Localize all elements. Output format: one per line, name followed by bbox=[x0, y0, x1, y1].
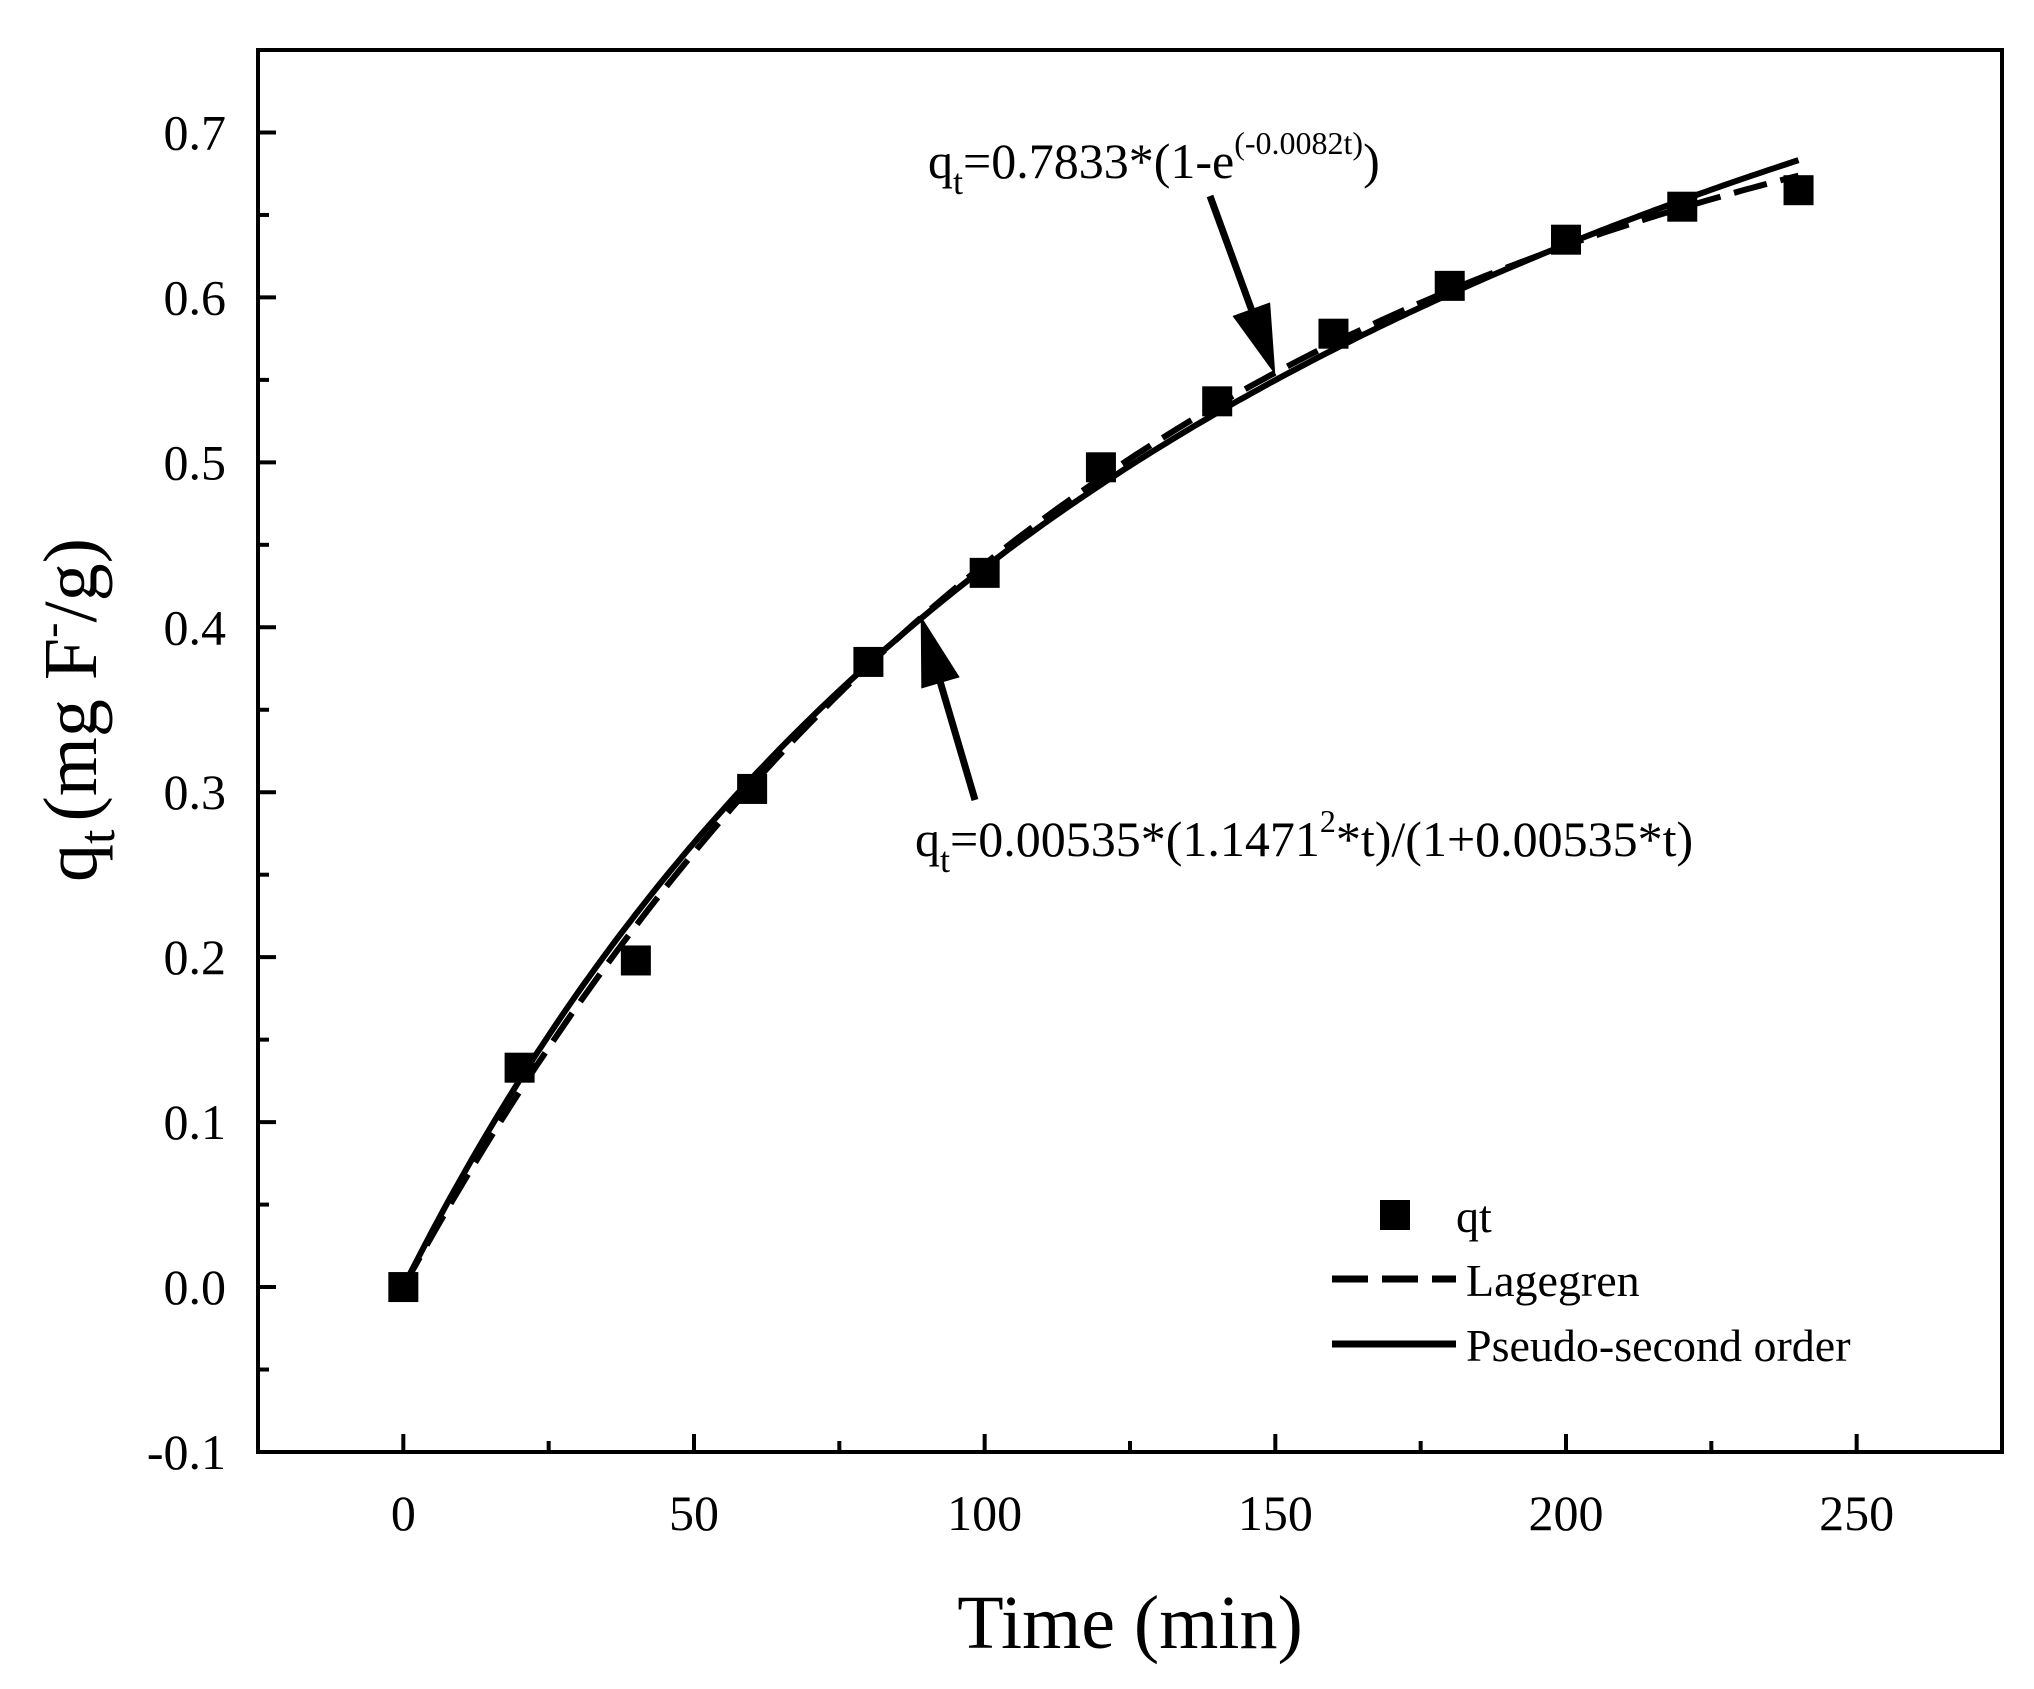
x-tick-label: 100 bbox=[947, 1485, 1022, 1541]
y-axis-title: qt (mg F-/g) bbox=[25, 538, 126, 882]
annotation-first-order-q: q bbox=[928, 133, 953, 189]
qt-data-points bbox=[388, 175, 1814, 1303]
y-axis-title-sup: - bbox=[25, 622, 76, 637]
legend: qt Lagegren Pseudo-second order bbox=[1332, 1191, 1851, 1371]
y-tick-label: 0.0 bbox=[164, 1259, 227, 1315]
y-axis-title-close: /g) bbox=[29, 538, 113, 622]
qt-data-point bbox=[1667, 191, 1698, 222]
x-tick-label: 250 bbox=[1819, 1485, 1894, 1541]
annotation-first-order-sup: (-0.0082t) bbox=[1234, 125, 1363, 161]
y-tick-label: 0.5 bbox=[164, 434, 227, 490]
annotation-second-order-q: q bbox=[915, 811, 940, 867]
qt-data-point bbox=[969, 557, 1000, 588]
x-tick-label: 200 bbox=[1529, 1485, 1604, 1541]
annotation-second-order-close: *t)/(1+0.00535*t) bbox=[1336, 811, 1693, 867]
qt-data-point bbox=[504, 1052, 535, 1083]
annotation-first-order-arrowhead bbox=[1232, 302, 1276, 375]
annotation-second-order-arrowhead bbox=[920, 615, 960, 689]
qt-data-point bbox=[1551, 224, 1581, 255]
y-axis-title-sub: t bbox=[69, 829, 126, 844]
x-tick-label: 150 bbox=[1238, 1485, 1313, 1541]
y-tick-label: -0.1 bbox=[147, 1424, 226, 1480]
legend-label-qt: qt bbox=[1456, 1191, 1492, 1242]
y-tick-label: 0.3 bbox=[164, 764, 227, 820]
x-tick-label: 50 bbox=[669, 1485, 719, 1541]
annotation-first-order-close: ) bbox=[1363, 133, 1380, 189]
qt-data-point bbox=[1783, 175, 1814, 206]
annotation-first-order-arrow bbox=[1206, 194, 1256, 315]
annotation-second-order: qt=0.00535*(1.14712*t)/(1+0.00535*t) bbox=[915, 803, 1693, 880]
qt-data-point bbox=[1434, 270, 1465, 301]
annotation-first-order: qt=0.7833*(1-e(-0.0082t)) bbox=[928, 125, 1380, 202]
qt-data-point bbox=[1085, 452, 1116, 483]
y-tick-label: 0.4 bbox=[164, 599, 227, 655]
y-tick-label: 0.2 bbox=[164, 929, 227, 985]
annotation-second-order-text: =0.00535*(1.1471 bbox=[950, 811, 1320, 867]
annotation-first-order-text: =0.7833*(1-e bbox=[963, 133, 1234, 189]
annotation-second-order-sub: t bbox=[940, 840, 950, 880]
annotation-first-order-sub: t bbox=[953, 162, 963, 202]
qt-data-point bbox=[1202, 386, 1233, 417]
x-tick-labels: 0 50 100 150 200 250 bbox=[391, 1485, 1894, 1541]
legend-label-lagegren: Lagegren bbox=[1466, 1255, 1640, 1306]
x-axis-title: Time (min) bbox=[957, 1581, 1303, 1665]
qt-data-point bbox=[737, 773, 768, 804]
annotation-second-order-arrow bbox=[936, 678, 979, 801]
qt-data-point bbox=[620, 945, 651, 976]
y-tick-label: 0.7 bbox=[164, 104, 227, 160]
plot-frame bbox=[256, 48, 2004, 1454]
y-axis-title-unit: (mg F bbox=[29, 638, 113, 822]
qt-data-point bbox=[1318, 318, 1349, 349]
y-axis-title-q: q bbox=[29, 844, 113, 882]
legend-marker-qt bbox=[1380, 1200, 1410, 1230]
x-tick-label: 0 bbox=[391, 1485, 416, 1541]
y-tick-label: 0.6 bbox=[164, 269, 227, 325]
qt-data-point bbox=[853, 646, 884, 677]
y-tick-label: 0.1 bbox=[164, 1094, 227, 1150]
annotation-second-order-sup: 2 bbox=[1320, 803, 1336, 839]
y-tick-labels: -0.1 0.0 0.1 0.2 0.3 0.4 0.5 0.6 0.7 bbox=[147, 104, 226, 1480]
legend-label-pseudo-second-order: Pseudo-second order bbox=[1466, 1320, 1851, 1371]
qt-data-point bbox=[388, 1272, 419, 1303]
